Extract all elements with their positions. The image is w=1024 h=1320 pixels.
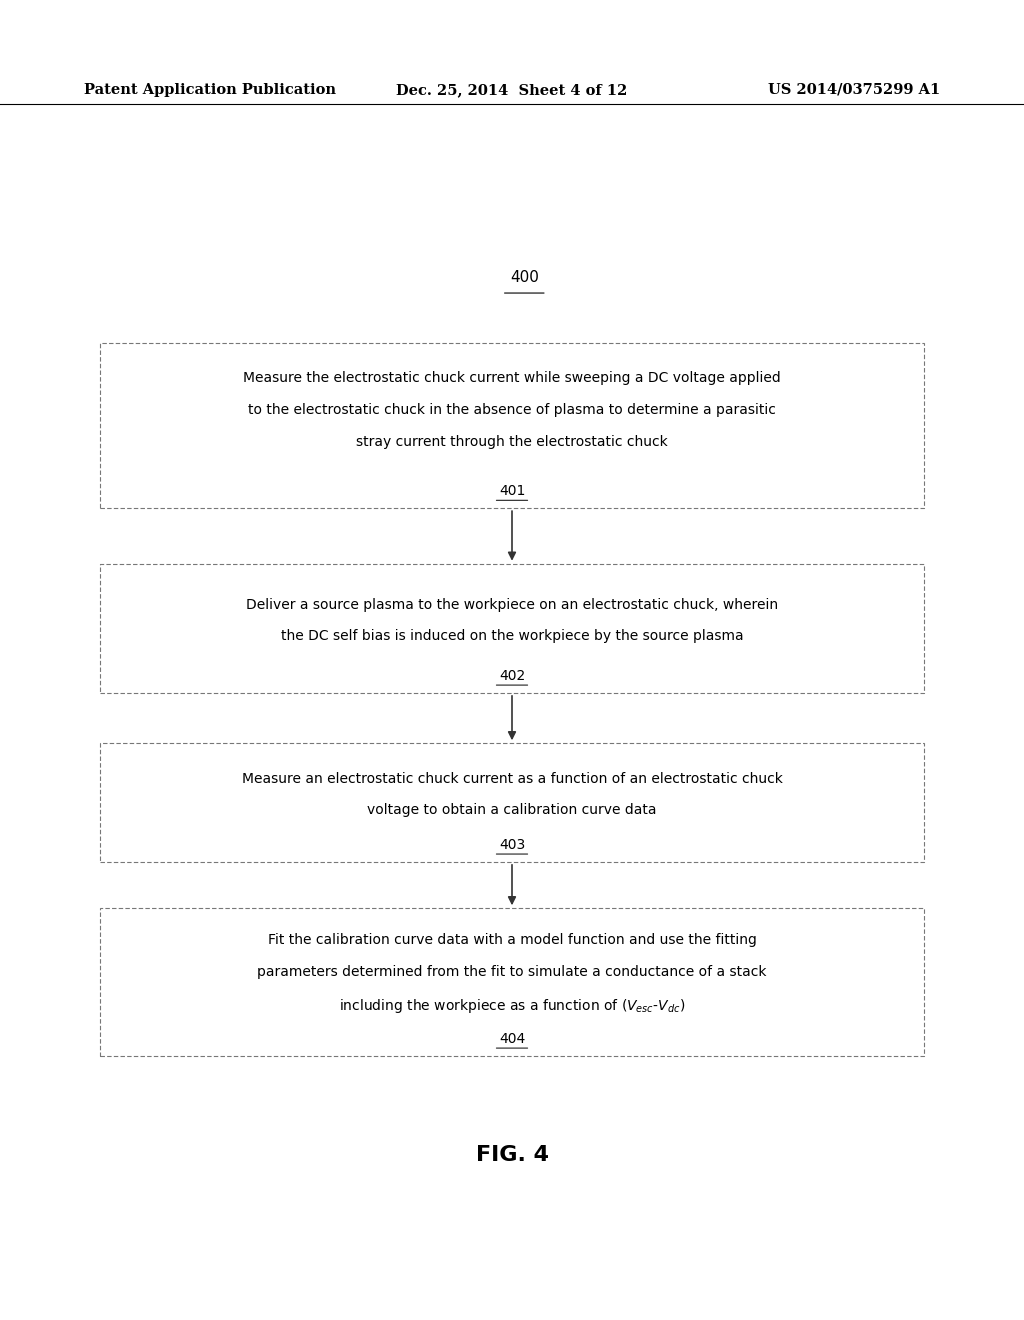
Text: Measure the electrostatic chuck current while sweeping a DC voltage applied: Measure the electrostatic chuck current … (243, 371, 781, 385)
Text: Dec. 25, 2014  Sheet 4 of 12: Dec. 25, 2014 Sheet 4 of 12 (396, 83, 628, 96)
Text: voltage to obtain a calibration curve data: voltage to obtain a calibration curve da… (368, 804, 656, 817)
Text: to the electrostatic chuck in the absence of plasma to determine a parasitic: to the electrostatic chuck in the absenc… (248, 403, 776, 417)
Text: US 2014/0375299 A1: US 2014/0375299 A1 (768, 83, 940, 96)
Text: stray current through the electrostatic chuck: stray current through the electrostatic … (356, 434, 668, 449)
Text: including the workpiece as a function of ($V_{esc}$-$V_{dc}$): including the workpiece as a function of… (339, 997, 685, 1015)
Text: Fit the calibration curve data with a model function and use the fitting: Fit the calibration curve data with a mo… (267, 933, 757, 946)
Text: Patent Application Publication: Patent Application Publication (84, 83, 336, 96)
Text: parameters determined from the fit to simulate a conductance of a stack: parameters determined from the fit to si… (257, 965, 767, 978)
FancyBboxPatch shape (100, 564, 924, 693)
FancyBboxPatch shape (100, 343, 924, 508)
Text: 401: 401 (499, 484, 525, 498)
Text: 403: 403 (499, 838, 525, 851)
Text: 404: 404 (499, 1032, 525, 1045)
Text: 400: 400 (510, 269, 539, 285)
Text: the DC self bias is induced on the workpiece by the source plasma: the DC self bias is induced on the workp… (281, 630, 743, 643)
Text: 402: 402 (499, 669, 525, 682)
Text: Deliver a source plasma to the workpiece on an electrostatic chuck, wherein: Deliver a source plasma to the workpiece… (246, 598, 778, 611)
Text: FIG. 4: FIG. 4 (475, 1144, 549, 1166)
FancyBboxPatch shape (100, 743, 924, 862)
FancyBboxPatch shape (100, 908, 924, 1056)
Text: Measure an electrostatic chuck current as a function of an electrostatic chuck: Measure an electrostatic chuck current a… (242, 772, 782, 785)
